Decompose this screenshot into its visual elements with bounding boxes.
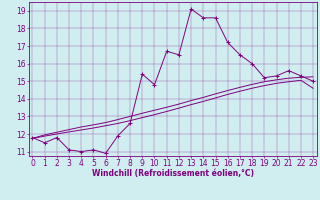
X-axis label: Windchill (Refroidissement éolien,°C): Windchill (Refroidissement éolien,°C) (92, 169, 254, 178)
